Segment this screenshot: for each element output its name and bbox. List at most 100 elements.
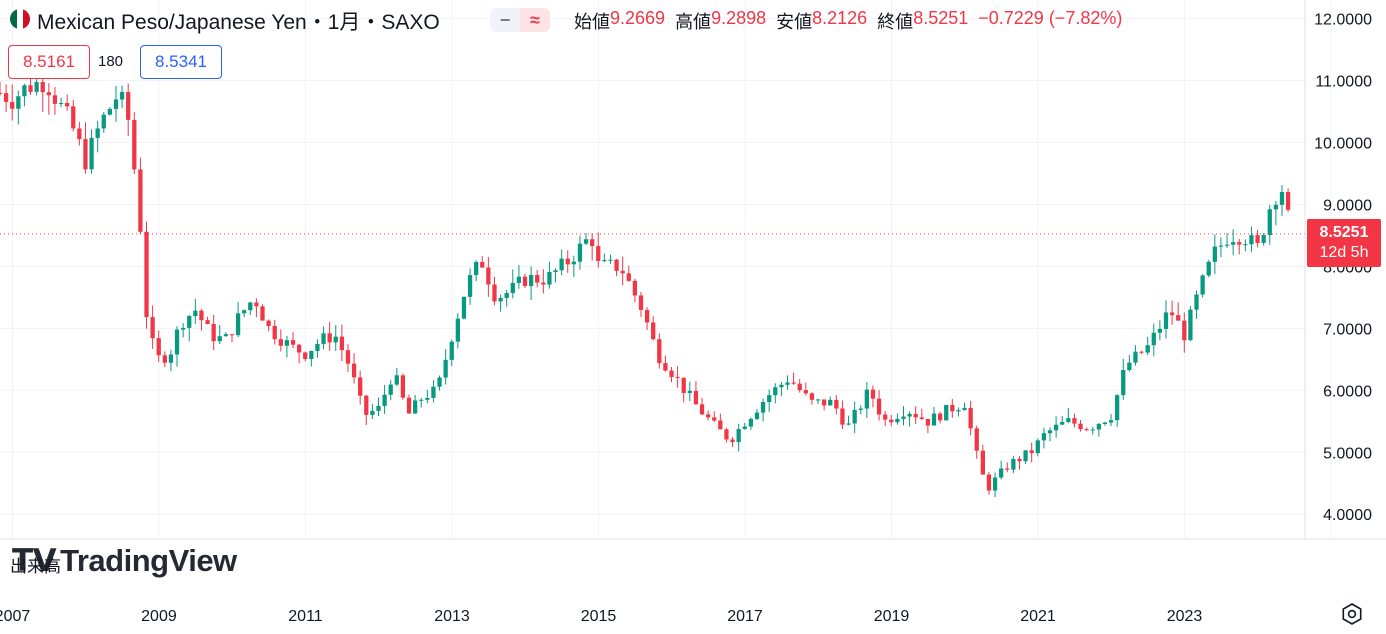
candle-body (718, 420, 723, 430)
tradingview-logo[interactable]: TV TradingView (12, 543, 237, 579)
candle-body (138, 169, 143, 232)
candle-body (748, 419, 754, 427)
candle-body (541, 282, 546, 285)
candle-series (0, 62, 1291, 498)
candle-body (950, 404, 955, 412)
candle-body (89, 137, 94, 170)
candle-body (388, 384, 393, 395)
year-tick-label: 2021 (1020, 608, 1056, 625)
symbol-title[interactable]: Mexican Peso/Japanese Yen・1月・SAXO (37, 11, 440, 34)
candle-body (675, 377, 680, 379)
candle-body (937, 413, 943, 421)
volume-label: 出来高 (10, 557, 61, 576)
approx-icon[interactable]: ≈ (520, 8, 550, 32)
candle-body (406, 397, 412, 414)
candle-body (1102, 422, 1108, 425)
year-tick-label: 2007 (0, 608, 30, 625)
candle-body (883, 414, 888, 420)
price-tick-label: 11.0000 (1315, 74, 1372, 91)
candle-body (1243, 244, 1248, 246)
last-price-tag: 8.5251 12d 5h (1307, 219, 1381, 267)
chart-mode-toggle[interactable]: − ≈ (490, 8, 550, 32)
candle-body (602, 260, 607, 262)
candle-body (547, 272, 552, 285)
candle-body (211, 324, 216, 342)
candle-body (3, 93, 9, 102)
candle-body (504, 292, 509, 298)
candle-body (58, 103, 64, 105)
candle-body (663, 363, 668, 371)
candle-body (754, 412, 760, 420)
buy-price-button[interactable]: 8.5341 (140, 45, 222, 79)
candle-body (266, 320, 271, 326)
candle-body (260, 306, 265, 321)
candle-body (412, 400, 418, 414)
open-value: 9.2669 (610, 8, 666, 28)
open-label: 始値 (574, 12, 610, 32)
spread-value: 180 (98, 53, 124, 70)
candle-body (1023, 450, 1028, 462)
minus-icon[interactable]: − (499, 9, 511, 30)
candle-body (925, 418, 931, 426)
candle-body (1139, 351, 1144, 353)
candle-body (571, 261, 576, 265)
candle-body (1249, 235, 1254, 245)
candle-body (919, 417, 924, 419)
bar-countdown: 12d 5h (1319, 244, 1369, 261)
candle-body (992, 477, 998, 491)
candle-body (620, 270, 625, 274)
candle-body (528, 275, 534, 286)
candle-body (1169, 312, 1175, 316)
candle-body (986, 474, 992, 491)
candle-body (913, 413, 918, 418)
candle-body (34, 82, 39, 92)
candle-body (101, 114, 106, 129)
candle-body (467, 275, 473, 297)
year-tick-label: 2019 (874, 608, 910, 625)
candle-body (632, 280, 638, 296)
sell-price-button[interactable]: 8.5161 (8, 45, 90, 79)
candle-body (83, 139, 88, 170)
candle-body (614, 259, 619, 271)
candle-body (223, 334, 229, 337)
candle-body (577, 243, 583, 262)
candle-body (382, 394, 387, 406)
candle-body (303, 352, 308, 360)
candle-body (681, 377, 686, 393)
candle-body (132, 119, 137, 170)
candle-body (205, 320, 210, 325)
candle-body (760, 402, 766, 413)
candle-body (1072, 418, 1077, 424)
time-axis[interactable]: 2007 2009 2011 2013 2015 2017 2019 2021 2023 (0, 608, 1202, 625)
price-tick-label: 6.0000 (1323, 383, 1372, 400)
candle-body (156, 338, 161, 356)
candle-body (1176, 315, 1181, 321)
candle-body (1151, 332, 1156, 346)
candle-body (119, 92, 125, 100)
price-tick-label: 4.0000 (1323, 507, 1372, 524)
candle-body (852, 409, 857, 424)
candle-body (339, 336, 344, 351)
candle-body (235, 313, 241, 336)
candle-body (351, 363, 357, 378)
candle-body (0, 92, 3, 94)
candle-body (1218, 245, 1224, 247)
candle-body (522, 276, 528, 286)
candle-body (1017, 458, 1022, 462)
mexico-flag-icon (10, 9, 30, 29)
candle-body (284, 340, 290, 346)
year-tick-label: 2009 (141, 608, 177, 625)
candle-body (864, 389, 869, 409)
candle-body (370, 410, 375, 415)
candle-body (1182, 320, 1187, 341)
price-axis[interactable]: 12.000011.000010.00009.00008.00007.00006… (1314, 12, 1372, 525)
candle-body (162, 355, 167, 363)
year-tick-label: 2013 (434, 608, 470, 625)
candle-body (1060, 421, 1065, 425)
candle-body (590, 239, 595, 247)
candle-body (1084, 429, 1089, 431)
candle-body (638, 295, 644, 310)
settings-gear-icon[interactable] (1341, 603, 1363, 625)
candle-body (608, 259, 613, 261)
